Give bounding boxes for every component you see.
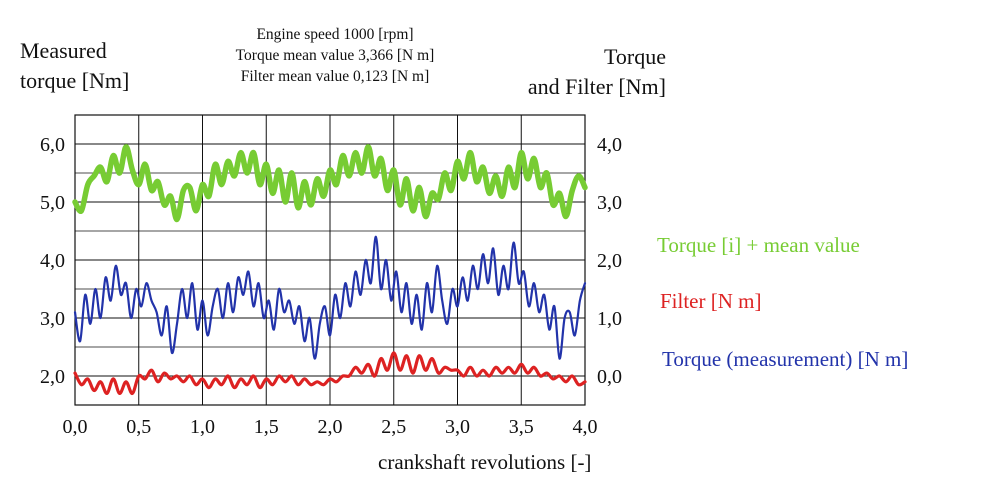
right-axis-title-line2: and Filter [Nm] <box>527 74 666 99</box>
x-tick-label: 1,5 <box>254 416 279 438</box>
x-tick-label: 2,0 <box>318 416 343 438</box>
right-axis-title: Torque and Filter [Nm] <box>500 42 666 102</box>
chart-ticks: 0,0 0,5 1,0 1,5 2,0 2,5 3,0 3,5 4,0 6,0 4,0 5,0 3,0 4… <box>40 134 622 438</box>
left-axis-title: Measured torque [Nm] <box>20 36 129 96</box>
left-axis-title-line1: Measured <box>20 38 107 63</box>
y-tick-label-right: 4,0 <box>597 134 622 156</box>
legend-filter: Filter [N m] <box>660 289 762 313</box>
chart-grid <box>74 114 586 406</box>
legend-torque-measurement: Torque (measurement) [N m] <box>662 347 909 371</box>
y-tick-label-left: 6,0 <box>40 134 65 156</box>
y-tick-label-right: 2,0 <box>597 250 622 272</box>
y-tick-label-left: 5,0 <box>40 192 65 214</box>
x-axis-label: crankshaft revolutions [-] <box>378 450 592 474</box>
x-tick-label: 0,0 <box>63 416 88 438</box>
x-tick-label: 4,0 <box>573 416 598 438</box>
torque-mean-text: Torque mean value 3,366 [N m] <box>235 47 435 64</box>
y-tick-label-left: 4,0 <box>40 250 65 272</box>
series-torque-measurement-line <box>73 235 587 360</box>
x-tick-label: 3,0 <box>445 416 470 438</box>
left-axis-title-line2: torque [Nm] <box>20 68 130 93</box>
y-tick-label-right: 3,0 <box>597 192 622 214</box>
right-axis-title-line1: Torque <box>604 44 666 69</box>
engine-speed-text: Engine speed 1000 [rpm] <box>256 26 414 43</box>
x-tick-label: 2,5 <box>381 416 406 438</box>
x-tick-label: 1,0 <box>190 416 215 438</box>
y-tick-label-left: 3,0 <box>40 308 65 330</box>
y-tick-label-right: 1,0 <box>597 308 622 330</box>
legend-torque-i: Torque [i] + mean value <box>657 233 860 257</box>
y-tick-label-left: 2,0 <box>40 366 65 388</box>
series-filter-line <box>73 351 587 396</box>
filter-mean-text: Filter mean value 0,123 [N m] <box>240 68 430 85</box>
x-tick-label: 3,5 <box>509 416 534 438</box>
y-tick-label-right: 0,0 <box>597 366 622 388</box>
chart-info: Engine speed 1000 [rpm] Torque mean valu… <box>200 24 470 87</box>
chart-series <box>72 144 588 396</box>
series-torque-i-line <box>72 144 588 223</box>
x-tick-label: 0,5 <box>126 416 151 438</box>
